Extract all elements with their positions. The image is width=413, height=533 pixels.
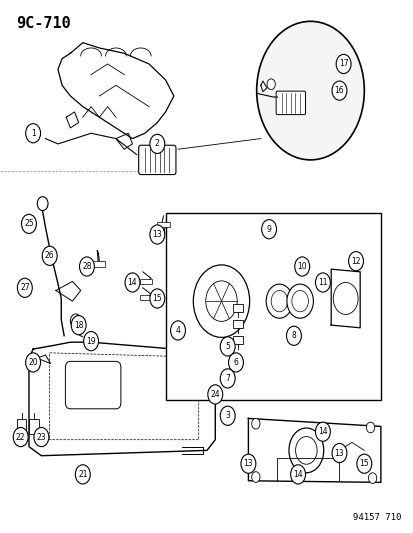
Circle shape	[315, 273, 330, 292]
Circle shape	[286, 284, 313, 318]
Text: 16: 16	[334, 86, 344, 95]
Circle shape	[70, 314, 81, 328]
Circle shape	[205, 281, 237, 321]
Text: 12: 12	[351, 257, 360, 265]
Text: 14: 14	[317, 427, 327, 436]
FancyBboxPatch shape	[157, 222, 169, 227]
Circle shape	[220, 369, 235, 388]
Circle shape	[290, 465, 305, 484]
Circle shape	[286, 326, 301, 345]
Text: 5: 5	[225, 342, 230, 351]
Circle shape	[220, 337, 235, 356]
Text: 15: 15	[358, 459, 368, 468]
FancyBboxPatch shape	[275, 91, 305, 115]
Text: 10: 10	[297, 262, 306, 271]
Circle shape	[150, 134, 164, 154]
FancyBboxPatch shape	[138, 145, 176, 175]
Text: 20: 20	[28, 358, 38, 367]
Circle shape	[315, 422, 330, 441]
FancyBboxPatch shape	[65, 361, 121, 409]
Text: 11: 11	[318, 278, 327, 287]
Text: 18: 18	[74, 321, 83, 329]
Circle shape	[251, 418, 259, 429]
Circle shape	[79, 257, 94, 276]
FancyBboxPatch shape	[29, 419, 39, 434]
Text: 7: 7	[225, 374, 230, 383]
Circle shape	[266, 79, 275, 90]
Circle shape	[26, 124, 40, 143]
Text: 28: 28	[82, 262, 91, 271]
Text: 15: 15	[152, 294, 162, 303]
Text: 94157 710: 94157 710	[352, 513, 401, 522]
Circle shape	[332, 282, 357, 314]
Text: 19: 19	[86, 337, 96, 345]
FancyBboxPatch shape	[93, 261, 104, 266]
FancyBboxPatch shape	[140, 295, 151, 300]
Circle shape	[220, 406, 235, 425]
Text: 6: 6	[233, 358, 238, 367]
Text: 9: 9	[266, 225, 271, 233]
Circle shape	[207, 385, 222, 404]
Circle shape	[240, 454, 255, 473]
Circle shape	[17, 278, 32, 297]
Text: 8: 8	[291, 332, 296, 340]
Circle shape	[348, 252, 363, 271]
Circle shape	[366, 422, 374, 433]
Text: 13: 13	[334, 449, 344, 457]
Circle shape	[13, 427, 28, 447]
Circle shape	[170, 321, 185, 340]
Text: 22: 22	[16, 433, 25, 441]
Text: 2: 2	[154, 140, 159, 148]
Circle shape	[150, 289, 164, 308]
Circle shape	[256, 21, 363, 160]
Text: 14: 14	[127, 278, 137, 287]
Text: 1: 1	[31, 129, 36, 138]
Circle shape	[71, 316, 86, 335]
Circle shape	[288, 428, 323, 473]
FancyBboxPatch shape	[17, 419, 26, 434]
FancyBboxPatch shape	[232, 336, 243, 344]
Bar	[165, 213, 380, 400]
Circle shape	[331, 81, 346, 100]
Circle shape	[21, 214, 36, 233]
Circle shape	[331, 443, 346, 463]
Text: 9C-710: 9C-710	[17, 16, 71, 31]
Text: 24: 24	[210, 390, 220, 399]
Circle shape	[266, 284, 292, 318]
Circle shape	[34, 427, 49, 447]
Circle shape	[368, 473, 376, 483]
FancyBboxPatch shape	[140, 279, 151, 284]
Circle shape	[261, 220, 276, 239]
Circle shape	[83, 332, 98, 351]
Text: 21: 21	[78, 470, 87, 479]
Circle shape	[125, 273, 140, 292]
Text: 14: 14	[292, 470, 302, 479]
Circle shape	[37, 197, 48, 211]
Circle shape	[42, 246, 57, 265]
Circle shape	[26, 353, 40, 372]
Circle shape	[251, 472, 259, 482]
Circle shape	[291, 290, 308, 312]
Circle shape	[75, 465, 90, 484]
Circle shape	[335, 54, 350, 74]
Circle shape	[356, 454, 371, 473]
Text: 3: 3	[225, 411, 230, 420]
FancyBboxPatch shape	[232, 320, 243, 328]
Text: 13: 13	[243, 459, 253, 468]
Text: 25: 25	[24, 220, 34, 228]
Circle shape	[295, 437, 316, 464]
Circle shape	[150, 225, 164, 244]
Circle shape	[193, 265, 249, 337]
Text: 4: 4	[175, 326, 180, 335]
Text: 17: 17	[338, 60, 348, 68]
Text: 26: 26	[45, 252, 55, 260]
Circle shape	[271, 290, 287, 312]
Text: 27: 27	[20, 284, 30, 292]
Circle shape	[228, 353, 243, 372]
Text: 23: 23	[36, 433, 46, 441]
FancyBboxPatch shape	[232, 304, 243, 312]
Text: 13: 13	[152, 230, 162, 239]
Circle shape	[294, 257, 309, 276]
